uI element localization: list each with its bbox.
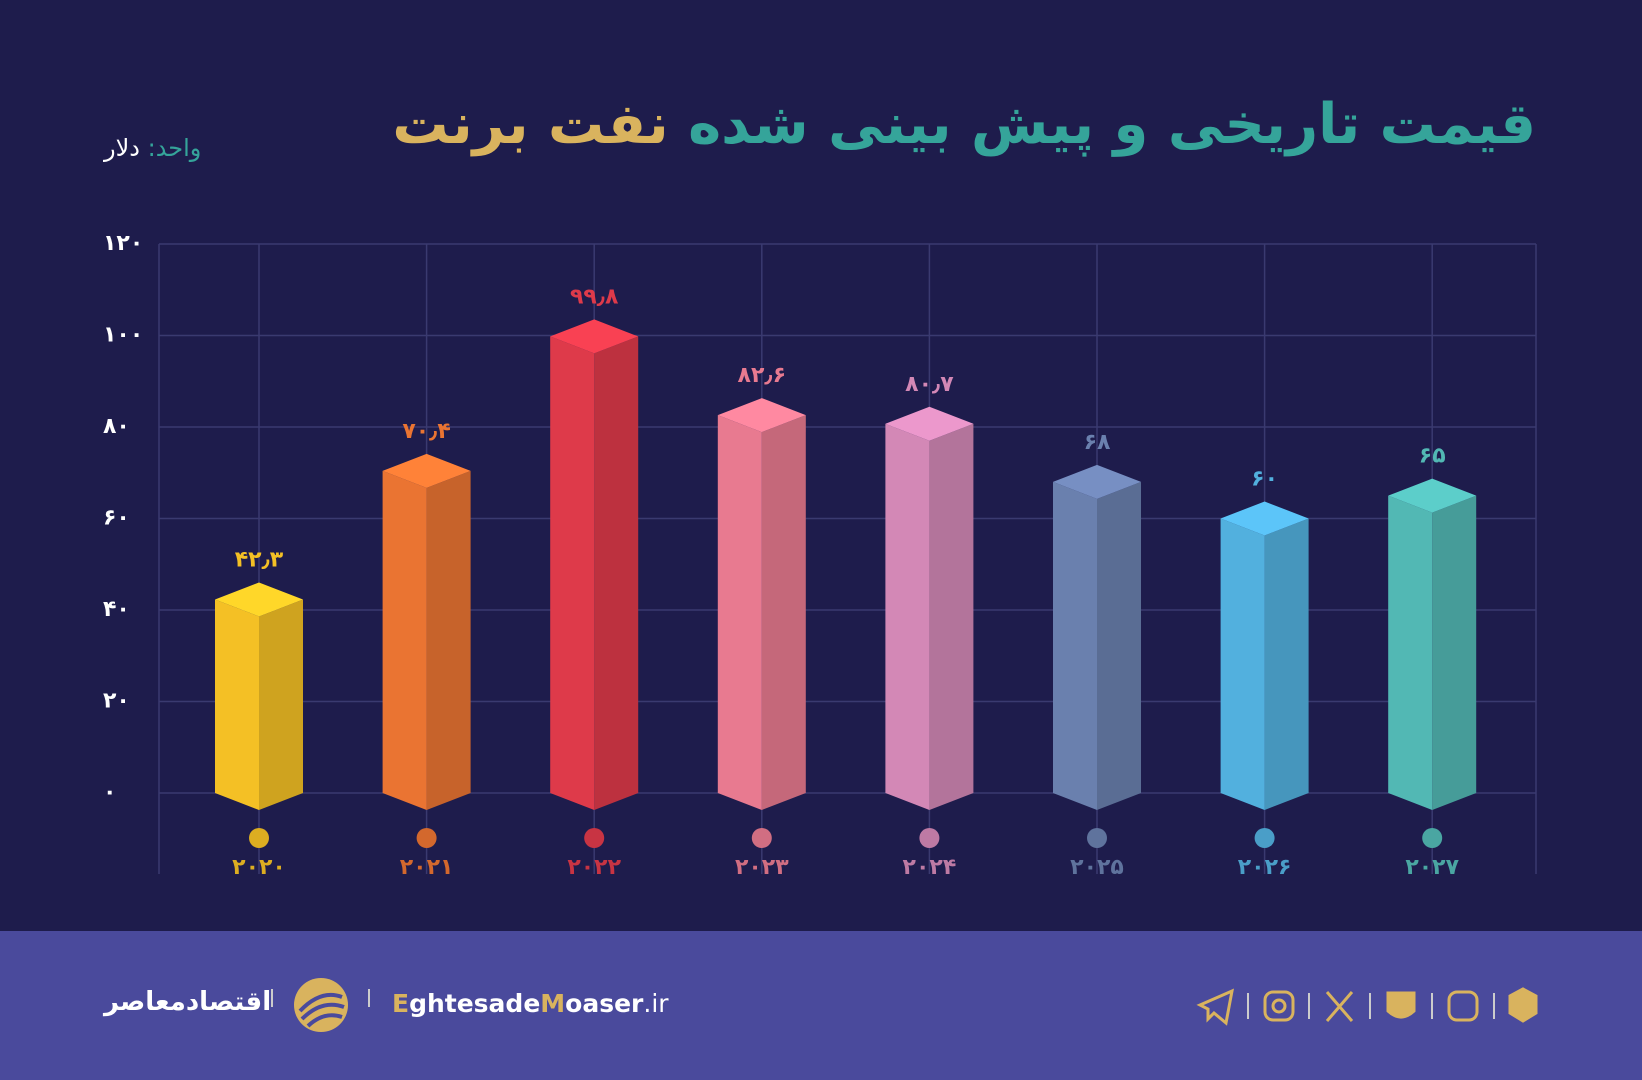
bar-front bbox=[550, 336, 595, 810]
footer-art bbox=[271, 978, 1538, 1032]
site: EghtesadeMoaser.ir bbox=[392, 989, 669, 1018]
bar-top bbox=[215, 582, 303, 617]
unit: واحد: دلار bbox=[104, 134, 201, 162]
bar-front bbox=[382, 470, 427, 810]
bar-side bbox=[929, 423, 974, 810]
bar bbox=[1220, 501, 1309, 810]
footer: اقتصادمعاصر EghtesadeM bbox=[0, 931, 1642, 1080]
legend-dot bbox=[751, 828, 772, 848]
bar-side bbox=[1432, 495, 1477, 810]
bar bbox=[382, 453, 471, 810]
bar-front bbox=[215, 599, 259, 810]
bar bbox=[550, 319, 639, 810]
site-part: E bbox=[392, 989, 410, 1018]
x-tick-label: ۲۰۲۱ bbox=[400, 855, 454, 880]
bar-top bbox=[1388, 478, 1477, 513]
instagram-lens bbox=[1271, 998, 1287, 1014]
bar-front bbox=[717, 415, 762, 810]
x-tick-label: ۲۰۲۴ bbox=[903, 855, 957, 880]
value-label: ۴۲٫۳ bbox=[235, 547, 284, 572]
bar-front bbox=[1053, 481, 1097, 810]
legend-dot bbox=[249, 828, 269, 848]
social-icons bbox=[1196, 987, 1538, 1026]
x-icon bbox=[1325, 991, 1354, 1022]
site-part: ghtesade bbox=[409, 989, 541, 1018]
title-main: قیمت تاریخی و پیش بینی شده bbox=[688, 92, 1536, 157]
bar-side bbox=[259, 599, 303, 810]
y-tick-label: ۴۰ bbox=[103, 597, 130, 622]
bar-top bbox=[1053, 464, 1141, 499]
bar-top bbox=[550, 319, 639, 354]
x-tick-label: ۲۰۲۶ bbox=[1238, 855, 1292, 880]
bar bbox=[717, 398, 806, 810]
shield-icon bbox=[1386, 991, 1416, 1019]
value-label: ۶۸ bbox=[1084, 430, 1111, 455]
x-tick-label: ۲۰۲۳ bbox=[735, 855, 789, 880]
site-part: oaser bbox=[565, 989, 644, 1018]
legend-dot bbox=[416, 828, 437, 848]
logo-mark bbox=[298, 992, 345, 1028]
y-tick-label: ۰ bbox=[103, 780, 116, 805]
x-tick-label: ۲۰۲۲ bbox=[567, 855, 621, 880]
value-label: ۶۵ bbox=[1419, 444, 1446, 469]
y-tick-label: ۲۰ bbox=[103, 689, 130, 714]
bar-side bbox=[594, 336, 639, 810]
y-tick-label: ۶۰ bbox=[103, 506, 130, 531]
bar-front bbox=[1388, 495, 1433, 810]
unit-value: دلار bbox=[104, 134, 140, 162]
legend-dot bbox=[1087, 828, 1107, 848]
bar bbox=[215, 582, 303, 810]
x-tick-label: ۲۰۲۷ bbox=[1405, 855, 1459, 880]
value-label: ۸۲٫۶ bbox=[738, 363, 787, 388]
unit-label: واحد: bbox=[147, 134, 202, 162]
bar-top bbox=[382, 453, 471, 488]
bar bbox=[1053, 464, 1141, 810]
legend-dot bbox=[584, 828, 605, 848]
instagram-icon bbox=[1263, 990, 1295, 1022]
site-part: M bbox=[540, 989, 566, 1018]
bar-front bbox=[885, 423, 930, 810]
chart: ۰ ۲۰ ۴۰ ۶۰ ۸۰ ۱۰۰ ۱۲۰ ۴۲٫۳ ۲۰۲۰ ۷۰٫۴ ۲۰۲۱ ۹۹٫۸ ۲۰۲۲ ۸… bbox=[103, 231, 1537, 880]
bar-front bbox=[1220, 518, 1265, 810]
bar-side bbox=[761, 415, 806, 810]
app-icon bbox=[1447, 990, 1479, 1022]
site-part: .ir bbox=[643, 989, 669, 1018]
legend-dot bbox=[1254, 828, 1275, 848]
value-label: ۸۰٫۷ bbox=[905, 372, 954, 397]
bar-side bbox=[1097, 481, 1141, 810]
hex-icon bbox=[1508, 987, 1538, 1023]
title-highlight: نفت برنت bbox=[392, 92, 669, 157]
brand: اقتصادمعاصر bbox=[104, 987, 272, 1017]
value-label: ۷۰٫۴ bbox=[402, 419, 451, 444]
bar bbox=[885, 406, 974, 810]
bar-top bbox=[717, 398, 806, 433]
y-tick-label: ۱۲۰ bbox=[103, 231, 143, 256]
value-label: ۶۰ bbox=[1251, 467, 1278, 492]
y-tick-label: ۱۰۰ bbox=[103, 323, 143, 348]
icon-separators bbox=[1247, 993, 1495, 1019]
y-tick-label: ۸۰ bbox=[103, 414, 130, 439]
bar-top bbox=[1220, 501, 1309, 536]
legend-dot bbox=[1422, 828, 1443, 848]
bar-side bbox=[1264, 518, 1309, 810]
title: قیمت تاریخی و پیش بینی شده نفت برنت bbox=[392, 92, 1536, 157]
bar-side bbox=[426, 470, 471, 810]
bar bbox=[1388, 478, 1477, 810]
bar-top bbox=[885, 406, 974, 441]
telegram-icon bbox=[1196, 988, 1234, 1026]
value-label: ۹۹٫۸ bbox=[570, 284, 619, 309]
x-tick-label: ۲۰۲۵ bbox=[1070, 855, 1124, 880]
legend-dot bbox=[919, 828, 940, 848]
x-tick-label: ۲۰۲۰ bbox=[232, 855, 286, 880]
